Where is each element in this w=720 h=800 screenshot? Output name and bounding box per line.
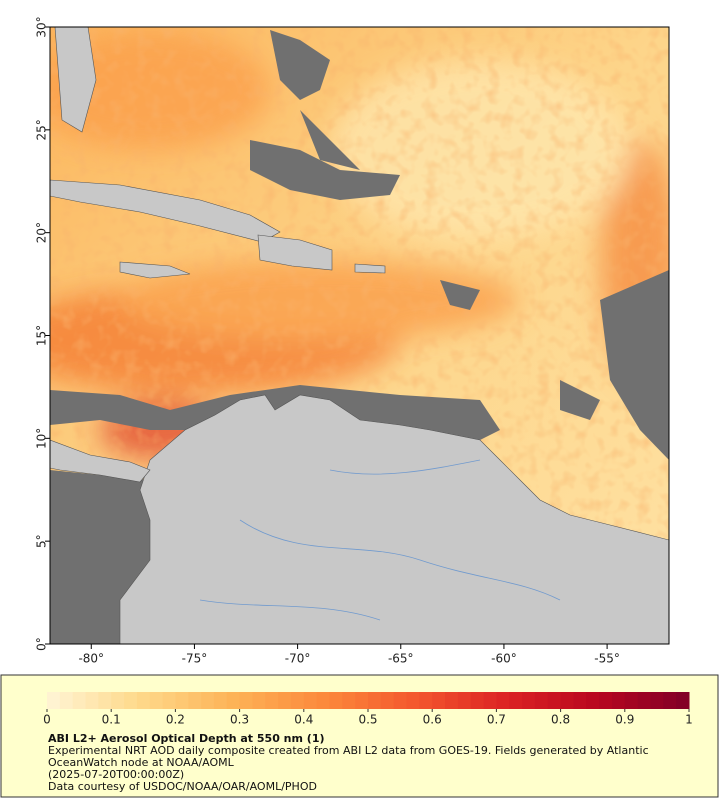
colorbar-step bbox=[316, 692, 330, 709]
y-tick-label: 0° bbox=[35, 637, 49, 651]
colorbar-step bbox=[406, 692, 420, 709]
y-tick-label: 25° bbox=[35, 119, 49, 140]
caption-description: Experimental NRT AOD daily composite cre… bbox=[48, 744, 649, 769]
colorbar-step bbox=[624, 692, 639, 709]
colorbar-step bbox=[290, 692, 305, 709]
colorbar-step bbox=[226, 692, 241, 709]
y-tick-label: 10° bbox=[35, 428, 49, 449]
colorbar-step bbox=[445, 692, 459, 709]
colorbar-tick-label: 0 bbox=[43, 713, 51, 727]
colorbar-step bbox=[278, 692, 292, 709]
colorbar-step bbox=[470, 692, 485, 709]
colorbar-step bbox=[663, 692, 677, 709]
colorbar-tick-label: 1 bbox=[685, 713, 693, 727]
colorbar-step bbox=[149, 692, 164, 709]
land bbox=[50, 27, 669, 644]
colorbar-tick-label: 0.2 bbox=[166, 713, 185, 727]
colorbar-step bbox=[483, 692, 497, 709]
colorbar-step bbox=[342, 692, 356, 709]
colorbar-step bbox=[124, 692, 138, 709]
colorbar-tick-label: 0.1 bbox=[102, 713, 121, 727]
colorbar-step bbox=[560, 692, 574, 709]
colorbar-step bbox=[586, 692, 600, 709]
colorbar-tick-label: 0.8 bbox=[551, 713, 570, 727]
colorbar-step bbox=[72, 692, 87, 709]
colorbar-step bbox=[252, 692, 266, 709]
colorbar-step bbox=[136, 692, 151, 709]
colorbar-step bbox=[239, 692, 253, 709]
x-tick-label: -55° bbox=[594, 652, 620, 666]
colorbar-step bbox=[432, 692, 446, 709]
colorbar-step bbox=[188, 692, 202, 709]
colorbar-step bbox=[393, 692, 408, 709]
x-tick-label: -75° bbox=[182, 652, 208, 666]
colorbar-step bbox=[201, 692, 215, 709]
colorbar-step bbox=[509, 692, 523, 709]
colorbar-step bbox=[547, 692, 562, 709]
x-tick-label: -60° bbox=[491, 652, 517, 666]
colorbar-step bbox=[175, 692, 189, 709]
colorbar-step bbox=[265, 692, 279, 709]
caption-credit: Data courtesy of USDOC/NOAA/OAR/AOML/PHO… bbox=[48, 780, 317, 793]
colorbar-tick-label: 0.9 bbox=[615, 713, 634, 727]
colorbar-step bbox=[457, 692, 472, 709]
colorbar-step bbox=[111, 692, 125, 709]
x-tick-label: -70° bbox=[285, 652, 311, 666]
colorbar-step bbox=[162, 692, 176, 709]
colorbar-step bbox=[419, 692, 433, 709]
colorbar-step bbox=[522, 692, 536, 709]
map-image bbox=[50, 27, 669, 644]
colorbar-tick-label: 0.7 bbox=[487, 713, 506, 727]
colorbar-step bbox=[496, 692, 510, 709]
colorbar-step bbox=[85, 692, 99, 709]
colorbar-tick-label: 0.5 bbox=[358, 713, 377, 727]
colorbar-step bbox=[611, 692, 626, 709]
rivers bbox=[199, 459, 561, 621]
colorbar-step bbox=[650, 692, 664, 709]
y-tick-label: 15° bbox=[35, 325, 49, 346]
colorbar-step bbox=[534, 692, 549, 709]
colorbar-step bbox=[329, 692, 343, 709]
y-tick-label: 5° bbox=[35, 534, 49, 548]
colorbar-tick-label: 0.6 bbox=[423, 713, 442, 727]
caption-title: ABI L2+ Aerosol Optical Depth at 550 nm … bbox=[48, 732, 325, 745]
caption: ABI L2+ Aerosol Optical Depth at 550 nm … bbox=[48, 733, 688, 793]
colorbar-step bbox=[213, 692, 228, 709]
colorbar-tick-label: 0.4 bbox=[294, 713, 313, 727]
colorbar-step bbox=[676, 692, 690, 709]
colorbar-step bbox=[637, 692, 651, 709]
colorbar-step bbox=[573, 692, 587, 709]
colorbar-step bbox=[98, 692, 112, 709]
x-tick-label: -80° bbox=[78, 652, 104, 666]
colorbar-tick-label: 0.3 bbox=[230, 713, 249, 727]
caption-time: (2025-07-20T00:00:00Z) bbox=[48, 768, 185, 781]
y-tick-label: 30° bbox=[35, 16, 49, 37]
colorbar-step bbox=[355, 692, 369, 709]
colorbar-step bbox=[368, 692, 382, 709]
colorbar-step bbox=[380, 692, 395, 709]
colorbar-step bbox=[59, 692, 74, 709]
x-tick-label: -65° bbox=[388, 652, 414, 666]
colorbar-step bbox=[599, 692, 613, 709]
colorbar-step bbox=[47, 692, 61, 709]
colorbar-step bbox=[303, 692, 318, 709]
y-tick-label: 20° bbox=[35, 222, 49, 243]
